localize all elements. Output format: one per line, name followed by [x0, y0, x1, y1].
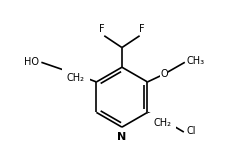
Text: F: F [99, 24, 105, 34]
Text: CH₂: CH₂ [67, 73, 85, 83]
Text: N: N [117, 132, 126, 142]
Text: HO: HO [24, 57, 39, 67]
Text: CH₂: CH₂ [153, 118, 171, 128]
Text: CH₃: CH₃ [187, 56, 205, 66]
Text: O: O [160, 69, 168, 79]
Text: F: F [139, 24, 144, 34]
Text: Cl: Cl [187, 126, 196, 136]
